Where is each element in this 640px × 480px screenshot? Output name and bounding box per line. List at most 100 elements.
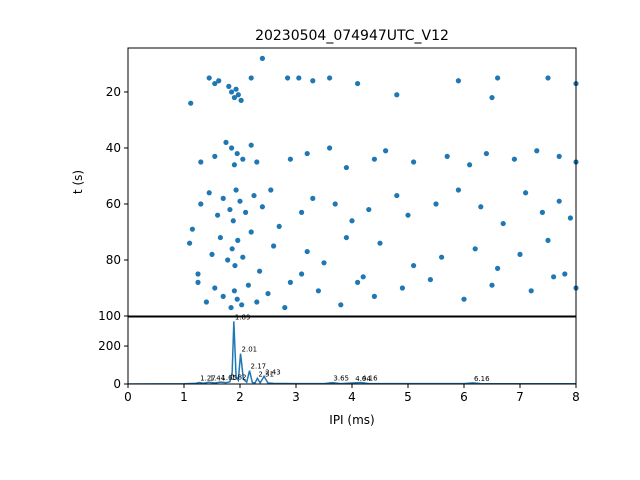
point xyxy=(237,198,243,204)
point xyxy=(455,78,461,84)
peak-label: 4.16 xyxy=(362,374,378,382)
point xyxy=(188,100,194,106)
point xyxy=(327,75,333,81)
point xyxy=(240,156,246,162)
point xyxy=(195,279,201,285)
point xyxy=(220,195,226,201)
point xyxy=(251,192,257,199)
point xyxy=(528,288,534,294)
point xyxy=(523,190,529,196)
point xyxy=(206,190,212,196)
point xyxy=(248,75,254,81)
peak-label: 2.43 xyxy=(265,368,281,376)
point xyxy=(495,75,501,81)
point xyxy=(517,251,523,257)
peak-label: 6.16 xyxy=(474,375,490,383)
point xyxy=(366,206,372,213)
x-tick-label: 2 xyxy=(236,390,244,404)
point xyxy=(433,201,439,207)
peak-label: 1.65 xyxy=(221,374,237,382)
point xyxy=(228,304,234,311)
point xyxy=(287,156,293,162)
point xyxy=(461,296,467,302)
point xyxy=(220,293,226,299)
point xyxy=(343,234,349,241)
point xyxy=(206,75,212,81)
point xyxy=(439,254,445,260)
point xyxy=(285,75,291,81)
point xyxy=(215,212,221,218)
point xyxy=(299,271,305,277)
x-tick-label: 1 xyxy=(180,390,188,404)
point xyxy=(444,153,450,159)
y-tick-label: 20 xyxy=(106,85,121,99)
axes-frame xyxy=(127,47,577,317)
point xyxy=(248,229,254,235)
point xyxy=(229,89,235,95)
point xyxy=(235,237,241,243)
point xyxy=(212,80,218,87)
point xyxy=(257,268,263,274)
point xyxy=(234,296,240,302)
point xyxy=(310,195,316,201)
point xyxy=(371,293,377,299)
point xyxy=(240,254,246,260)
peak-label: 2.17 xyxy=(251,363,267,371)
point xyxy=(230,218,236,224)
peak-label: 1.27 xyxy=(200,374,216,382)
x-tick-label: 5 xyxy=(404,390,412,404)
point xyxy=(226,83,232,89)
y-tick-label: 0 xyxy=(113,377,121,391)
point xyxy=(209,251,215,257)
peak-label: 2.31 xyxy=(258,370,274,378)
y-tick-label: 200 xyxy=(98,339,121,353)
point xyxy=(394,92,400,98)
point xyxy=(377,240,383,246)
point xyxy=(534,148,540,154)
point xyxy=(276,223,282,229)
density-line xyxy=(128,321,576,384)
point xyxy=(198,201,204,207)
point xyxy=(254,159,260,165)
point xyxy=(427,276,433,283)
point xyxy=(245,282,251,288)
point xyxy=(232,262,238,269)
point xyxy=(327,145,333,151)
x-tick-label: 4 xyxy=(348,390,356,404)
point xyxy=(225,257,231,263)
chart-title: 20230504_074947UTC_V12 xyxy=(255,28,449,44)
point xyxy=(235,92,241,98)
point xyxy=(268,187,274,193)
point xyxy=(231,288,237,294)
point xyxy=(332,201,338,207)
x-tick-label: 6 xyxy=(460,390,468,404)
point xyxy=(567,215,574,221)
point xyxy=(383,148,389,154)
point xyxy=(189,226,195,232)
point xyxy=(296,75,302,81)
point xyxy=(338,302,344,308)
point xyxy=(495,265,501,271)
point xyxy=(234,150,240,157)
point xyxy=(489,94,495,101)
point xyxy=(360,274,366,280)
point xyxy=(287,279,293,285)
point xyxy=(545,237,551,243)
y-tick-label: 40 xyxy=(106,141,121,155)
point xyxy=(198,159,204,165)
point xyxy=(223,139,229,145)
point xyxy=(411,262,417,269)
point xyxy=(238,97,244,103)
point xyxy=(233,187,239,193)
point xyxy=(271,243,277,249)
point xyxy=(259,55,265,61)
point xyxy=(405,212,411,218)
y-tick-label: 80 xyxy=(106,253,121,267)
peak-label: 2.01 xyxy=(242,346,258,354)
point xyxy=(355,80,361,87)
y-tick-label: 60 xyxy=(106,197,121,211)
point xyxy=(299,209,305,215)
point xyxy=(355,279,361,285)
